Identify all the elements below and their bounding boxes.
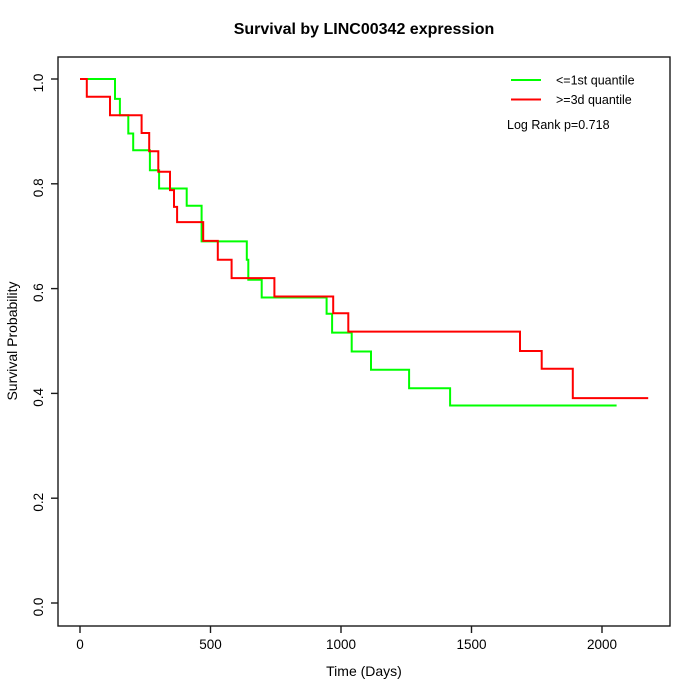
x-tick-label: 500 [199,637,222,652]
survival-curve-high-expression [80,78,649,400]
x-tick-label: 2000 [587,637,617,652]
chart-title: Survival by LINC00342 expression [234,21,495,38]
series-layer [80,78,649,407]
x-tick-label: 1500 [456,637,486,652]
y-tick-label: 0.6 [31,283,46,302]
survival-curve-low-expression [80,78,617,407]
plot-box-border [57,56,671,627]
y-tick-label: 1.0 [31,74,46,93]
log-rank-pvalue: Log Rank p=0.718 [507,118,610,132]
legend-label: <=1st quantile [556,74,635,88]
y-tick-label: 0.2 [31,493,46,512]
y-axis-title: Survival Probability [4,281,20,400]
legend-label: >=3d quantile [556,93,632,107]
x-tick-label: 1000 [326,637,356,652]
y-tick-label: 0.8 [31,178,46,197]
legend: <=1st quantile >=3d quantile Log Rank p=0.… [507,74,635,133]
y-tick-label: 0.0 [31,598,46,617]
x-axis-title: Time (Days) [326,663,402,679]
y-tick-label: 0.4 [31,388,46,407]
x-tick-label: 0 [76,637,84,652]
axes-layer: 0 500 1000 1500 2000 0.0 0.2 0.4 0.6 0.8 1.0 [31,74,617,652]
